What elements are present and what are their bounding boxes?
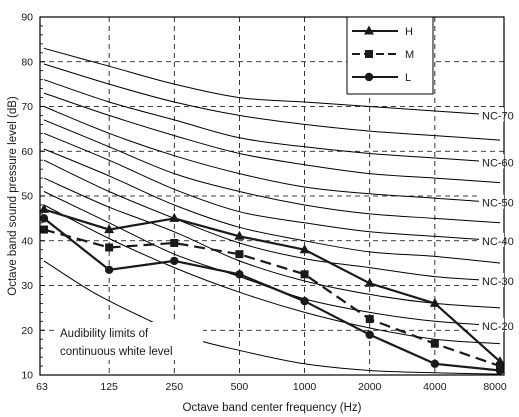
data-point-M — [170, 238, 179, 247]
legend-marker — [365, 50, 373, 58]
data-point-L — [39, 214, 49, 223]
data-point-H — [39, 203, 49, 213]
x-tick-label: 500 — [231, 381, 249, 393]
data-point-M — [40, 225, 48, 234]
data-point-L — [170, 256, 179, 266]
nc-curve — [43, 159, 501, 282]
nc-curve — [43, 204, 501, 345]
y-tick-label: 20 — [21, 325, 33, 337]
data-point-M — [365, 315, 374, 324]
x-tick-label: 125 — [100, 381, 118, 393]
data-point-H — [234, 230, 245, 240]
legend-label: L — [405, 72, 411, 84]
series-line-H — [43, 208, 501, 363]
annotation-line-2: continuous white level — [60, 346, 173, 358]
nc-label: NC-20 — [482, 321, 514, 333]
y-tick-label: 30 — [21, 280, 33, 292]
legend-box — [346, 16, 434, 95]
data-point-H — [429, 297, 440, 307]
nc-curve — [43, 148, 501, 264]
legend-marker — [364, 72, 374, 82]
series-line-L — [43, 217, 501, 372]
nc-curve — [43, 177, 501, 309]
data-point-L — [104, 265, 114, 275]
y-axis-title: Octave band sound pressure level (dB) — [7, 96, 19, 296]
nc-label: NC-70 — [482, 110, 514, 122]
y-tick-label: 40 — [21, 235, 33, 247]
legend-label: M — [405, 49, 414, 61]
legend-marker — [364, 25, 374, 35]
nc-label-bg — [479, 273, 504, 288]
data-point-M — [235, 250, 244, 259]
x-tick-label: 63 — [36, 381, 48, 393]
nc-curve — [43, 106, 501, 204]
nc-curve — [43, 47, 501, 116]
x-tick-label: 2000 — [358, 381, 382, 393]
data-point-M — [105, 243, 114, 252]
data-point-L — [235, 270, 244, 279]
y-tick-label: 60 — [21, 146, 33, 158]
data-point-H — [169, 212, 180, 222]
data-point-L — [495, 366, 505, 375]
nc-curve — [43, 63, 501, 141]
y-tick-label: 80 — [21, 56, 33, 68]
x-tick-label: 4000 — [423, 381, 447, 393]
audibility-limit-curve — [43, 260, 501, 375]
nc-curve — [43, 79, 501, 163]
data-point-H — [299, 244, 310, 254]
annotation-line-1: Audibility limits of — [60, 328, 149, 340]
nc-labels: NC-70 NC-60 NC-50 NC-40 NC-30 NC-20 — [479, 107, 514, 333]
y-tick-label: 50 — [21, 191, 33, 203]
data-point-M — [430, 339, 439, 348]
y-axis-ticks: 10 20 30 40 50 60 70 80 90 — [21, 12, 45, 382]
data-series — [39, 203, 505, 375]
nc-curve — [43, 92, 501, 184]
data-point-L — [365, 330, 374, 339]
y-tick-label: 90 — [21, 12, 33, 24]
series-line-M — [43, 228, 501, 368]
nc-label-bg — [479, 317, 504, 332]
legend: HML — [346, 16, 434, 95]
annotation-box — [55, 322, 203, 360]
nc-label: NC-30 — [482, 276, 514, 288]
nc-label: NC-50 — [482, 198, 514, 210]
x-axis-ticks: 63 125 250 500 1000 2000 4000 8000 — [36, 381, 507, 393]
nc-curve — [43, 132, 501, 242]
nc-curve — [43, 119, 501, 224]
nc-label: NC-40 — [482, 236, 514, 248]
data-point-L — [430, 359, 440, 369]
nc-label-bg — [479, 194, 504, 209]
data-point-L — [300, 296, 309, 306]
legend-label: H — [405, 26, 413, 38]
nc-label: NC-60 — [482, 157, 514, 169]
x-tick-label: 1000 — [293, 381, 317, 393]
x-tick-label: 8000 — [483, 381, 507, 393]
y-tick-label: 10 — [21, 370, 33, 382]
nc-label-bg — [479, 232, 504, 247]
nc-label-bg — [479, 107, 504, 122]
data-point-M — [300, 270, 309, 279]
data-point-H — [104, 224, 115, 234]
data-point-M — [496, 362, 504, 371]
x-axis-title: Octave band center frequency (Hz) — [183, 402, 362, 414]
data-point-H — [364, 277, 375, 287]
nc-label-bg — [479, 154, 504, 169]
y-tick-label: 70 — [21, 101, 33, 113]
x-tick-label: 250 — [166, 381, 184, 393]
